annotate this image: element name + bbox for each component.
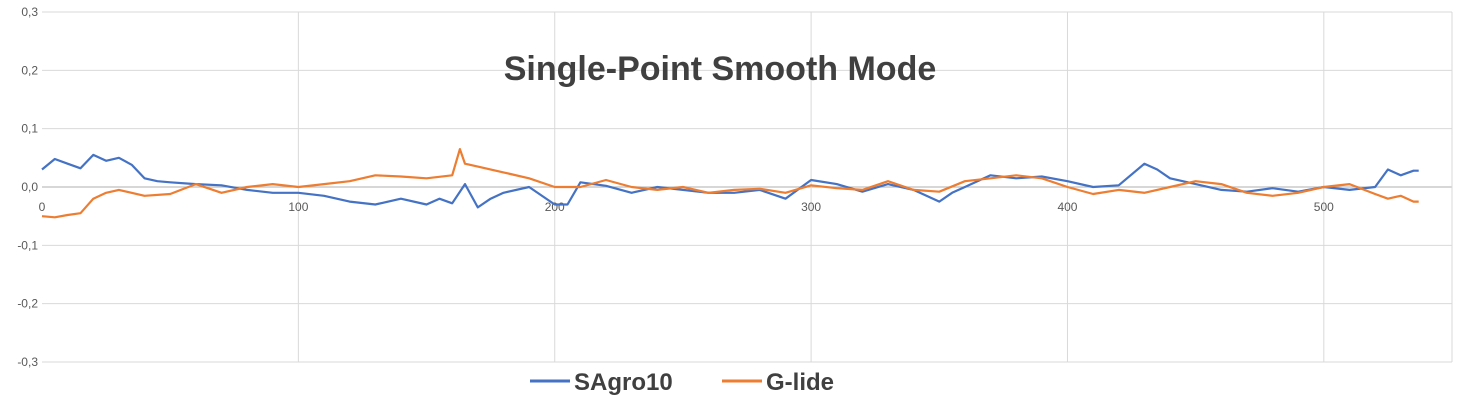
x-tick-label: 400 <box>1057 200 1077 214</box>
legend-label: SAgro10 <box>574 369 673 396</box>
x-tick-label: 0 <box>39 200 46 214</box>
x-tick-label: 100 <box>288 200 308 214</box>
series-lines <box>41 148 1419 219</box>
series-line-sagro10 <box>41 153 1419 209</box>
series-line-g-lide <box>41 148 1419 219</box>
y-tick-label: 0,2 <box>21 63 38 77</box>
y-tick-label: 0,1 <box>21 122 38 136</box>
x-axis-ticks: 0 100 200 300 400 500 <box>39 200 1334 214</box>
gridlines <box>42 11 1453 363</box>
x-tick-label: 200 <box>545 200 565 214</box>
chart-title: Single-Point Smooth Mode <box>504 50 937 88</box>
y-tick-label: -0,3 <box>17 355 38 369</box>
y-tick-label: -0,2 <box>17 297 38 311</box>
y-tick-label: -0,1 <box>17 238 38 252</box>
y-axis-ticks: 0,3 0,2 0,1 0,0 -0,1 -0,2 -0,3 <box>17 5 38 369</box>
y-tick-label: 0,3 <box>21 5 38 19</box>
x-tick-label: 500 <box>1314 200 1334 214</box>
y-tick-label: 0,0 <box>21 180 38 194</box>
x-tick-label: 300 <box>801 200 821 214</box>
legend: SAgro10 G-lide <box>530 369 834 396</box>
legend-label: G-lide <box>766 369 834 396</box>
